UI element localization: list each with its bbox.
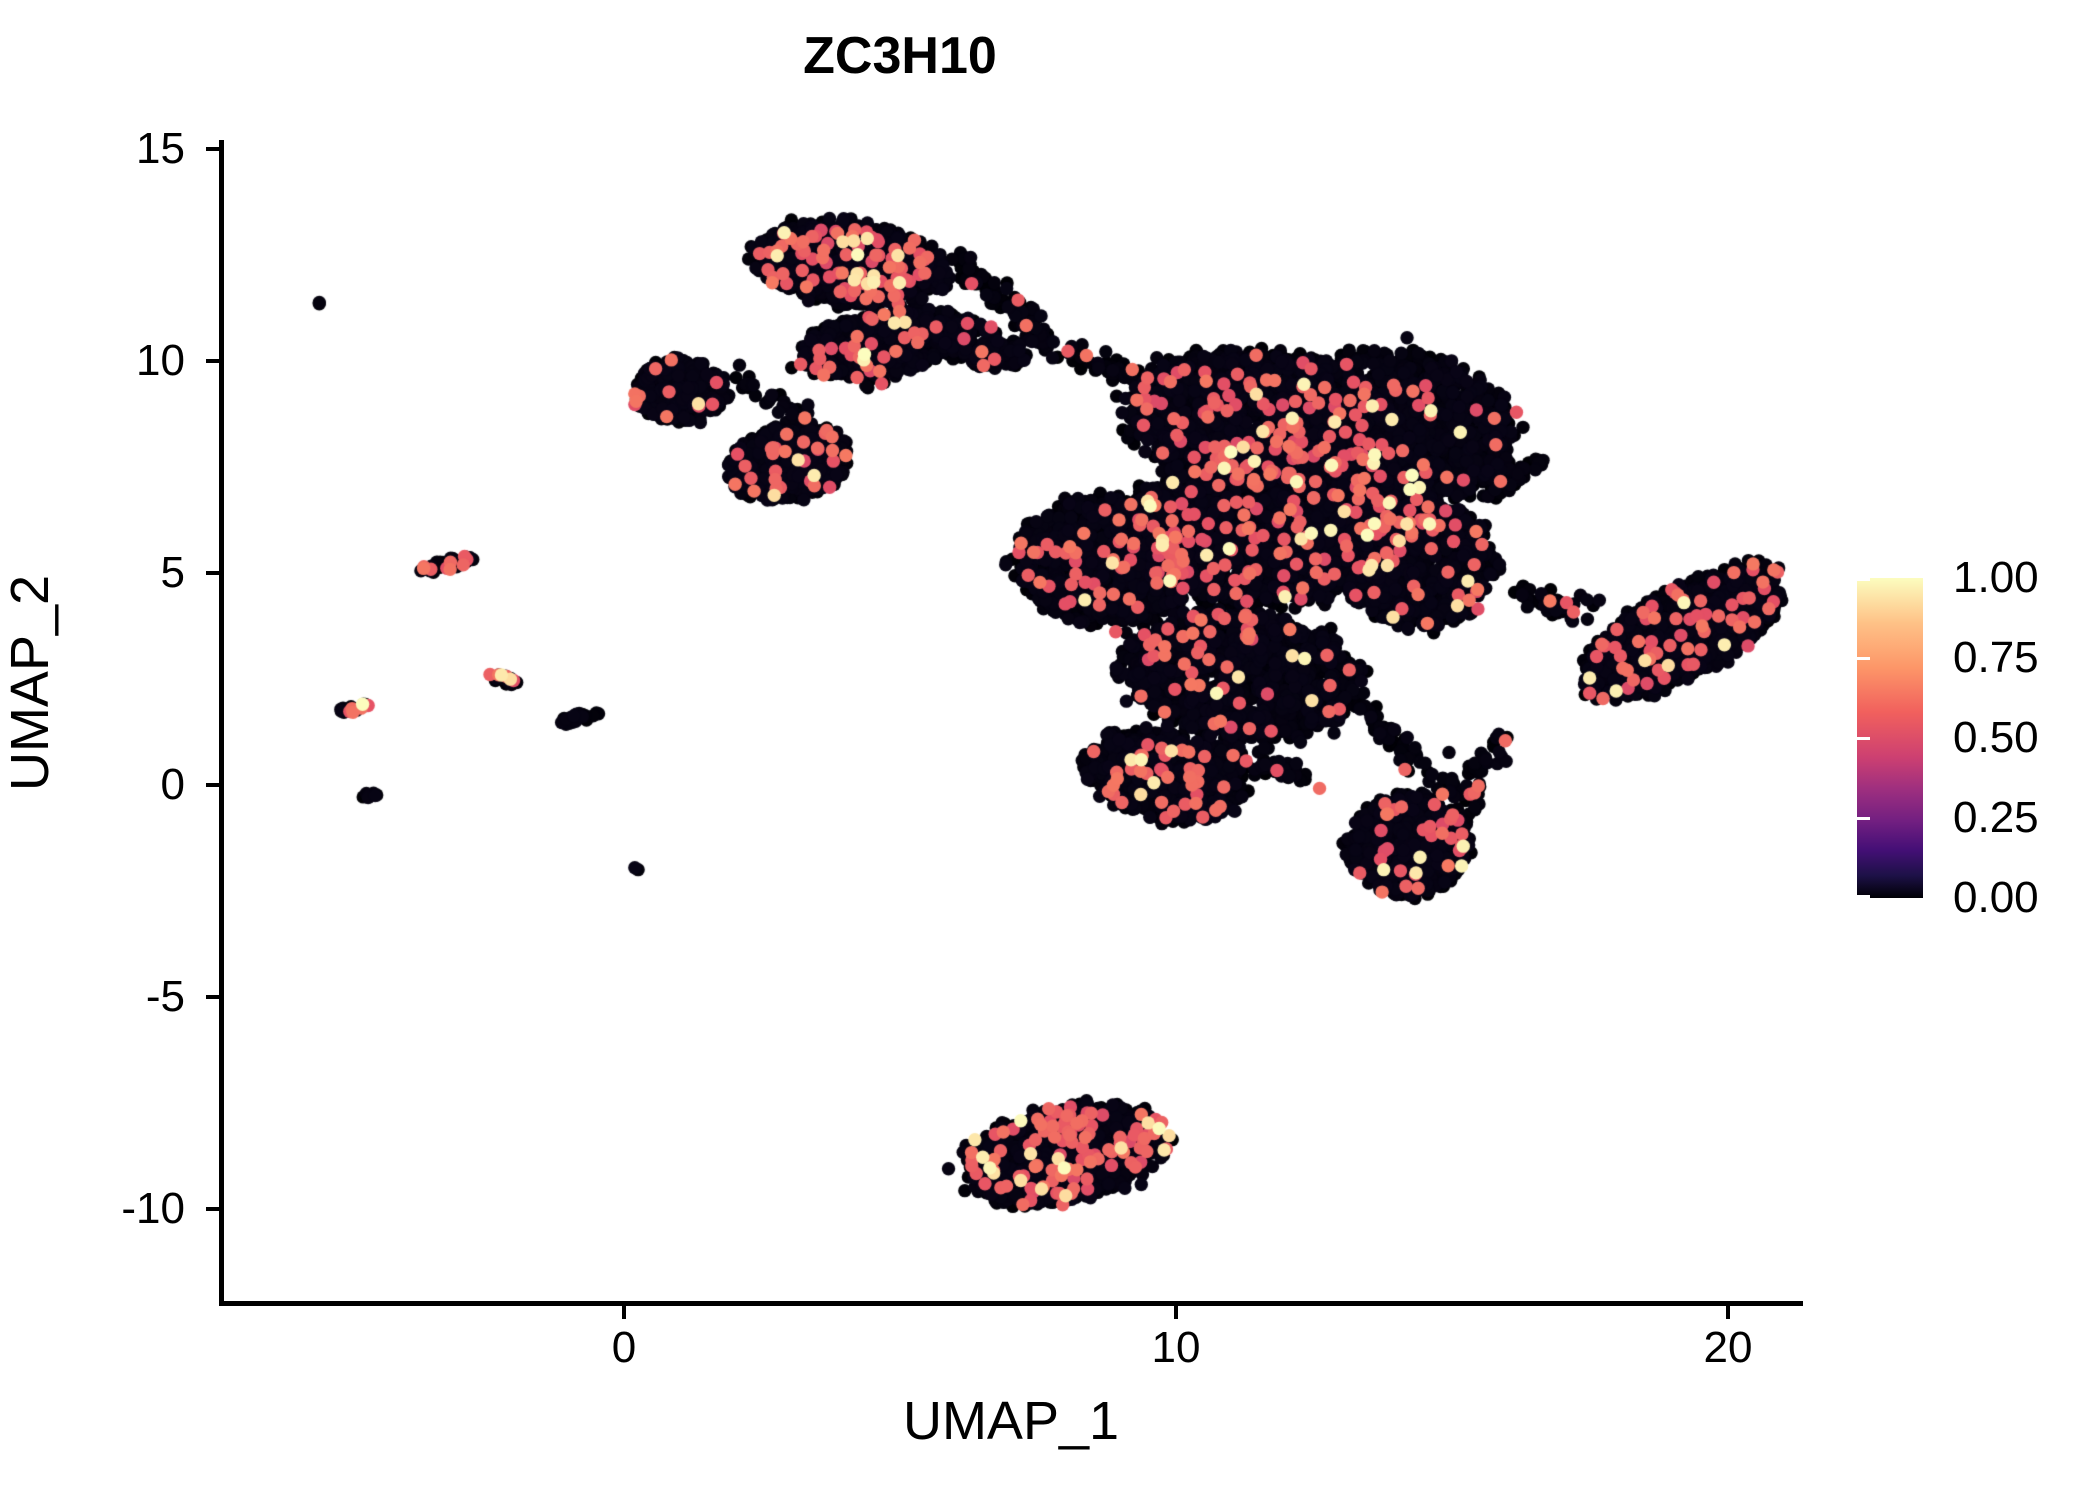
y-tick-label: 0: [160, 760, 185, 809]
y-tick-label: -10: [121, 1184, 185, 1233]
y-axis-line: [219, 140, 224, 1306]
colorbar-tick-mark: [2074, 657, 2087, 660]
x-axis-title: UMAP_1: [902, 1391, 1120, 1451]
colorbar-tick-mark: [1857, 657, 1870, 660]
colorbar-tick-label: 0.00: [1953, 873, 2039, 922]
x-tick-label: 10: [1151, 1323, 1201, 1372]
colorbar-tick-mark: [1857, 817, 1870, 820]
page-title: ZC3H10: [803, 27, 997, 85]
x-axis-line: [219, 1301, 1803, 1306]
colorbar-tick-mark: [2074, 578, 2087, 581]
y-tick-mark: [206, 995, 219, 999]
y-axis-title: UMAP_2: [0, 574, 60, 792]
colorbar-tick-mark: [1857, 578, 1870, 581]
colorbar-tick-label: 0.50: [1953, 713, 2039, 762]
y-tick-mark: [206, 147, 219, 151]
scatter-plot-canvas: [222, 140, 1803, 1305]
y-tick-mark: [206, 571, 219, 575]
colorbar-tick-label: 0.75: [1953, 633, 2039, 682]
x-tick-mark: [1726, 1306, 1730, 1319]
colorbar-tick-mark: [2074, 817, 2087, 820]
y-tick-label: -5: [145, 972, 185, 1021]
y-tick-mark: [206, 359, 219, 363]
x-tick-mark: [622, 1306, 626, 1319]
color-legend: 1.00 0.75 0.50 0.25 0.00: [1857, 556, 2087, 920]
colorbar-tick-mark: [1857, 895, 1870, 898]
y-tick-mark: [206, 1207, 219, 1211]
colorbar-tick-label: 0.25: [1953, 793, 2039, 842]
y-tick-mark: [206, 783, 219, 787]
colorbar-tick-mark: [2074, 895, 2087, 898]
y-tick-label: 15: [136, 124, 185, 173]
colorbar-tick-label: 1.00: [1953, 553, 2039, 602]
colorbar-tick-mark: [1857, 737, 1870, 740]
y-tick-label: 10: [136, 336, 185, 385]
x-tick-mark: [1174, 1306, 1178, 1319]
plot-panel: [222, 140, 1803, 1305]
colorbar-tick-mark: [2074, 737, 2087, 740]
x-tick-label: 20: [1703, 1323, 1753, 1372]
x-tick-label: 0: [611, 1323, 637, 1372]
y-tick-label: 5: [160, 548, 185, 597]
